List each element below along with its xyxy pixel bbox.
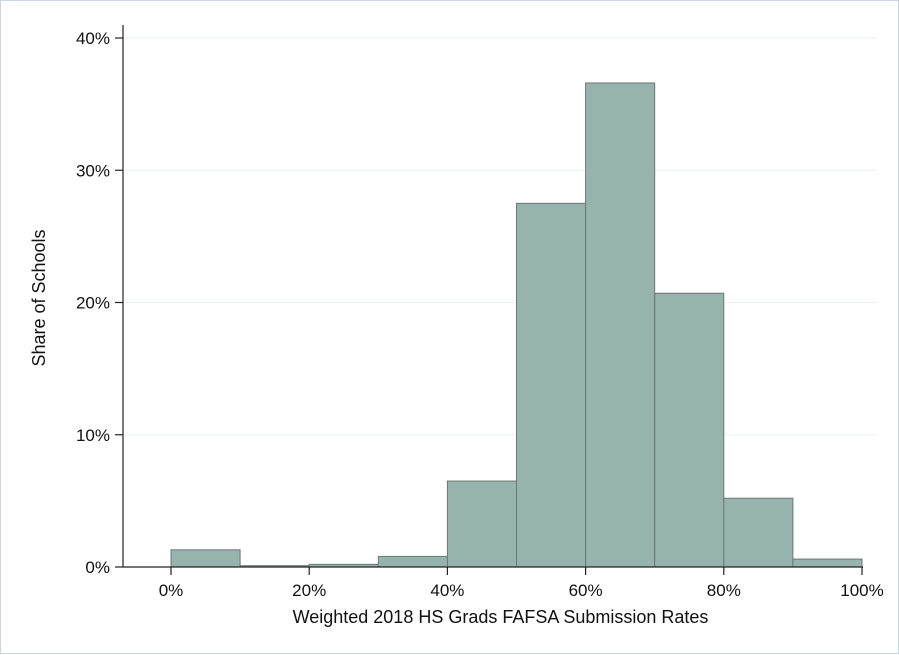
x-tick-label: 60% xyxy=(569,581,603,600)
histogram-bar xyxy=(723,497,794,568)
x-tick-label: 0% xyxy=(159,581,184,600)
histogram-bar xyxy=(377,555,448,568)
bars xyxy=(170,82,863,568)
y-tick-label: 20% xyxy=(76,294,110,313)
y-tick-label: 0% xyxy=(85,558,110,577)
histogram-bar xyxy=(585,82,656,568)
axes xyxy=(122,25,863,568)
x-axis-title: Weighted 2018 HS Grads FAFSA Submission … xyxy=(293,607,709,627)
histogram-bar xyxy=(170,549,241,568)
y-axis-ticks: 0% 10% 20% 30% 40% xyxy=(76,29,123,577)
histogram-bar xyxy=(792,558,863,568)
x-tick-label: 20% xyxy=(292,581,326,600)
x-tick-label: 40% xyxy=(430,581,464,600)
histogram-bar xyxy=(516,202,587,568)
y-axis-title: Share of Schools xyxy=(29,229,49,366)
histogram-bar xyxy=(654,292,725,568)
histogram-bar xyxy=(446,480,517,568)
y-tick-label: 30% xyxy=(76,161,110,180)
x-tick-label: 100% xyxy=(840,581,883,600)
y-tick-label: 10% xyxy=(76,426,110,445)
x-tick-label: 80% xyxy=(707,581,741,600)
gridlines xyxy=(123,37,877,436)
y-tick-label: 40% xyxy=(76,29,110,48)
x-axis-ticks: 0% 20% 40% 60% 80% 100% xyxy=(159,567,884,600)
